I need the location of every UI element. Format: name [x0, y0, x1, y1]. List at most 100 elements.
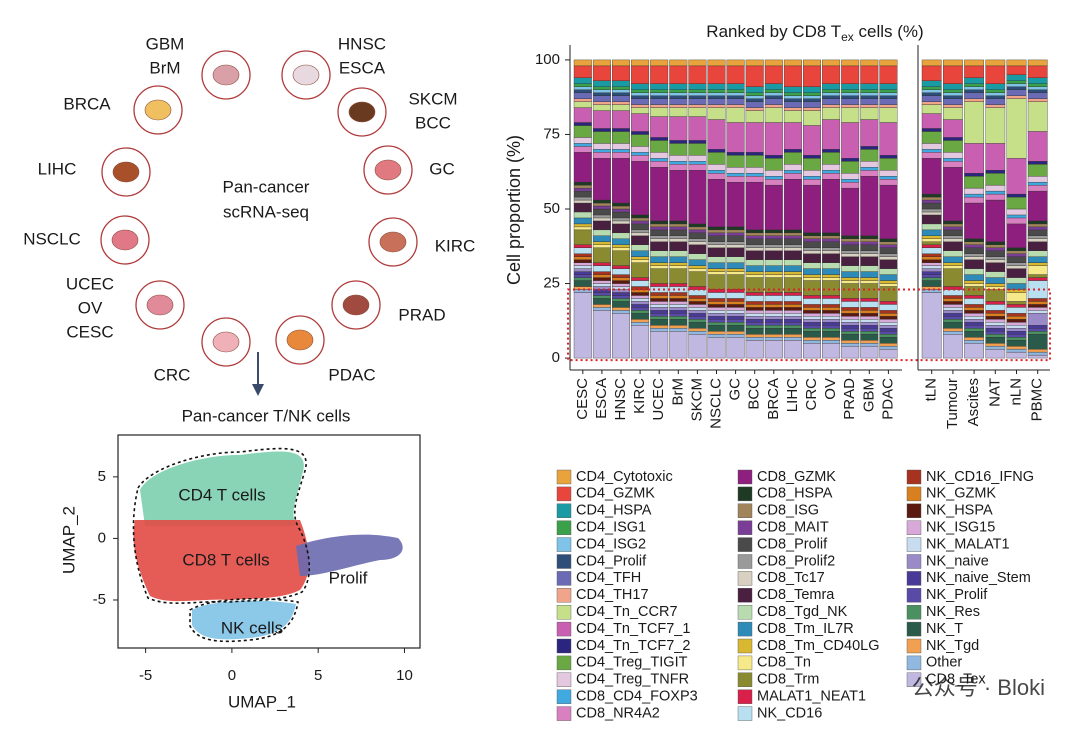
bar-segment: [879, 256, 898, 260]
bar-segment: [669, 256, 688, 263]
bar-segment: [592, 202, 611, 207]
legend-swatch: [906, 520, 922, 535]
bar-segment: [1027, 101, 1048, 132]
bar-segment: [1006, 334, 1027, 338]
bar-segment: [841, 241, 860, 245]
bar-segment: [726, 304, 745, 308]
bar-segment: [592, 158, 611, 201]
bar-segment: [1006, 59, 1027, 67]
bar-segment: [803, 176, 821, 180]
bar-segment: [879, 95, 898, 99]
bar-segment: [631, 322, 650, 326]
bar-segment: [631, 235, 650, 245]
bar-segment: [1006, 208, 1027, 216]
bar-segment: [726, 122, 745, 153]
x-tick-label: nLN: [1007, 378, 1024, 406]
bar-segment: [669, 307, 688, 311]
bar-segment: [573, 229, 592, 245]
bar-segment: [1006, 316, 1027, 320]
bar-segment: [822, 342, 841, 359]
bar-segment: [964, 187, 984, 195]
bar-segment: [822, 304, 841, 308]
bar-segment: [921, 262, 942, 266]
bar-segment: [707, 331, 726, 335]
bar-segment: [860, 250, 879, 254]
bar-segment: [764, 292, 783, 296]
legend-swatch: [906, 554, 922, 569]
bar-segment: [921, 265, 942, 269]
bar-segment: [1006, 265, 1027, 269]
bar-segment: [943, 137, 963, 141]
bar-segment: [669, 143, 688, 156]
bar-segment: [669, 283, 688, 287]
bar-segment: [764, 271, 783, 275]
bar-segment: [860, 92, 879, 96]
bar-segment: [592, 92, 611, 96]
bar-segment: [745, 265, 764, 272]
bar-segment: [964, 65, 984, 78]
cluster-label: NK cells: [221, 618, 283, 637]
bar-segment: [745, 274, 764, 278]
bar-segment: [592, 214, 611, 219]
bar-segment: [745, 65, 764, 87]
bar-segment: [1006, 301, 1027, 305]
bar-segment: [803, 295, 821, 299]
bar-segment: [921, 241, 942, 245]
bar-segment: [943, 226, 963, 231]
bar-segment: [764, 98, 783, 105]
legend-label: MALAT1_NEAT1: [757, 689, 866, 705]
bar-segment: [745, 238, 764, 245]
bar-segment: [879, 59, 898, 67]
bar-segment: [592, 283, 611, 287]
bar-segment: [745, 322, 764, 326]
bar-segment: [650, 116, 669, 138]
bar-segment: [688, 223, 707, 228]
bar-segment: [1027, 304, 1048, 308]
bar-segment: [822, 298, 841, 305]
bar-segment: [783, 152, 802, 165]
bar-segment: [650, 229, 669, 237]
bar-segment: [1027, 277, 1048, 281]
bar-segment: [745, 292, 764, 296]
legend-swatch: [737, 621, 753, 637]
bar-segment: [726, 83, 745, 90]
bar-segment: [921, 259, 942, 263]
bar-segment: [921, 244, 942, 248]
bar-segment: [669, 95, 688, 99]
legend-label: CD4_GZMK: [576, 486, 655, 502]
bar-segment: [822, 316, 841, 320]
bar-segment: [688, 244, 707, 254]
bar-segment: [803, 158, 821, 171]
bar-segment: [822, 340, 841, 344]
bar-segment: [964, 101, 984, 144]
bar-segment: [707, 235, 726, 242]
bar-segment: [841, 59, 860, 67]
outline: [132, 447, 311, 604]
bar-segment: [650, 310, 669, 314]
bar-segment: [985, 283, 1006, 287]
bar-segment: [822, 322, 841, 326]
bar-segment: [1027, 351, 1048, 356]
bar-segment: [573, 146, 592, 153]
bar-segment: [650, 307, 669, 311]
bar-segment: [612, 310, 630, 314]
bar-segment: [612, 95, 630, 102]
legend-swatch: [737, 638, 753, 654]
bar-segment: [726, 107, 745, 123]
bar-segment: [822, 319, 841, 323]
bar-segment: [841, 331, 860, 335]
bar-segment: [707, 313, 726, 317]
bar-segment: [783, 319, 802, 323]
legend-label: CD8_NR4A2: [576, 705, 660, 721]
bar-segment: [985, 313, 1006, 317]
bar-segment: [650, 328, 669, 332]
bar-segment: [1027, 184, 1048, 192]
bar-segment: [879, 83, 898, 90]
bar-segment: [879, 107, 898, 123]
bar-segment: [985, 173, 1006, 186]
bar-segment: [745, 98, 764, 102]
x-tick-label: 10: [396, 667, 413, 684]
bar-segment: [573, 223, 592, 228]
bar-segment: [573, 122, 592, 126]
bar-segment: [1027, 238, 1048, 242]
